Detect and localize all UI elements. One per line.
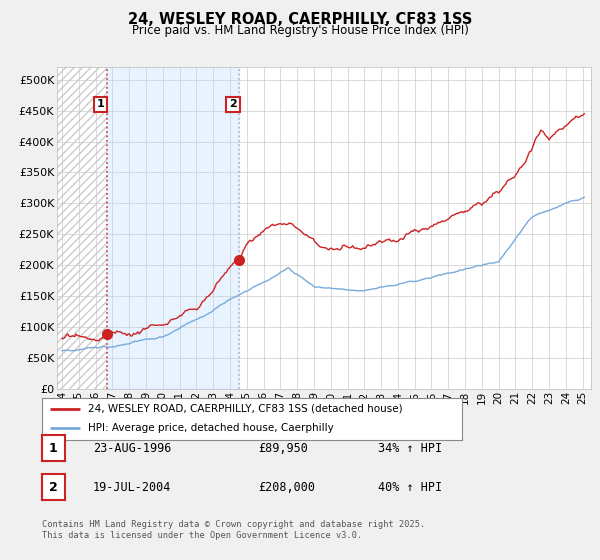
- Text: 1: 1: [97, 100, 104, 109]
- Text: 40% ↑ HPI: 40% ↑ HPI: [378, 480, 442, 494]
- Text: HPI: Average price, detached house, Caerphilly: HPI: Average price, detached house, Caer…: [88, 423, 334, 433]
- Text: 1: 1: [49, 441, 58, 455]
- Text: 24, WESLEY ROAD, CAERPHILLY, CF83 1SS (detached house): 24, WESLEY ROAD, CAERPHILLY, CF83 1SS (d…: [88, 404, 403, 414]
- Text: Contains HM Land Registry data © Crown copyright and database right 2025.
This d: Contains HM Land Registry data © Crown c…: [42, 520, 425, 540]
- Text: 34% ↑ HPI: 34% ↑ HPI: [378, 441, 442, 455]
- Text: 24, WESLEY ROAD, CAERPHILLY, CF83 1SS: 24, WESLEY ROAD, CAERPHILLY, CF83 1SS: [128, 12, 472, 27]
- Text: Price paid vs. HM Land Registry's House Price Index (HPI): Price paid vs. HM Land Registry's House …: [131, 24, 469, 36]
- Text: 2: 2: [49, 480, 58, 494]
- Text: 2: 2: [229, 100, 237, 109]
- Text: £208,000: £208,000: [258, 480, 315, 494]
- Text: 19-JUL-2004: 19-JUL-2004: [93, 480, 172, 494]
- Text: 23-AUG-1996: 23-AUG-1996: [93, 441, 172, 455]
- Bar: [57, 67, 107, 389]
- Text: £89,950: £89,950: [258, 441, 308, 455]
